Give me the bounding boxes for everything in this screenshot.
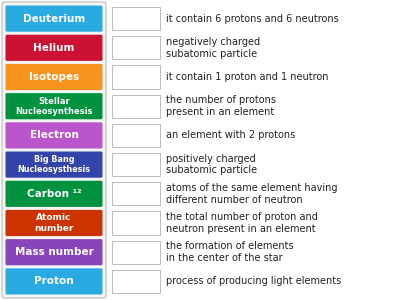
FancyBboxPatch shape <box>6 64 102 90</box>
Text: an element with 2 protons: an element with 2 protons <box>166 130 295 140</box>
FancyBboxPatch shape <box>6 5 102 32</box>
Bar <box>112 182 160 206</box>
Bar <box>112 65 160 88</box>
Bar <box>112 36 160 59</box>
Text: Stellar
Nucleosynthesis: Stellar Nucleosynthesis <box>15 97 93 116</box>
Text: positively charged
subatomic particle: positively charged subatomic particle <box>166 154 257 176</box>
Text: Deuterium: Deuterium <box>23 14 85 24</box>
Text: Helium: Helium <box>33 43 75 53</box>
FancyBboxPatch shape <box>6 268 102 295</box>
Text: process of producing light elements: process of producing light elements <box>166 276 341 286</box>
FancyBboxPatch shape <box>6 122 102 148</box>
Text: the formation of elements
in the center of the star: the formation of elements in the center … <box>166 242 294 263</box>
FancyBboxPatch shape <box>6 35 102 61</box>
FancyBboxPatch shape <box>6 210 102 236</box>
Text: Carbon ¹²: Carbon ¹² <box>27 189 81 199</box>
Text: the number of protons
present in an element: the number of protons present in an elem… <box>166 95 276 117</box>
Bar <box>112 241 160 264</box>
FancyBboxPatch shape <box>6 181 102 207</box>
FancyBboxPatch shape <box>6 93 102 119</box>
FancyBboxPatch shape <box>2 2 106 298</box>
Bar <box>112 212 160 235</box>
Text: Isotopes: Isotopes <box>29 72 79 82</box>
Text: the total number of proton and
neutron present in an element: the total number of proton and neutron p… <box>166 212 318 234</box>
Text: Proton: Proton <box>34 276 74 286</box>
FancyBboxPatch shape <box>6 152 102 178</box>
Text: it contain 1 proton and 1 neutron: it contain 1 proton and 1 neutron <box>166 72 328 82</box>
Bar <box>112 270 160 293</box>
Text: it contain 6 protons and 6 neutrons: it contain 6 protons and 6 neutrons <box>166 14 339 24</box>
Bar <box>112 153 160 176</box>
Bar <box>112 94 160 118</box>
FancyBboxPatch shape <box>6 239 102 265</box>
Text: Atomic
number: Atomic number <box>34 214 74 232</box>
Bar <box>112 7 160 30</box>
Text: Big Bang
Nucleosysthesis: Big Bang Nucleosysthesis <box>18 155 90 174</box>
Text: negatively charged
subatomic particle: negatively charged subatomic particle <box>166 37 260 58</box>
Text: Mass number: Mass number <box>15 247 93 257</box>
Text: atoms of the same element having
different number of neutron: atoms of the same element having differe… <box>166 183 338 205</box>
Text: Electron: Electron <box>30 130 78 140</box>
Bar <box>112 124 160 147</box>
